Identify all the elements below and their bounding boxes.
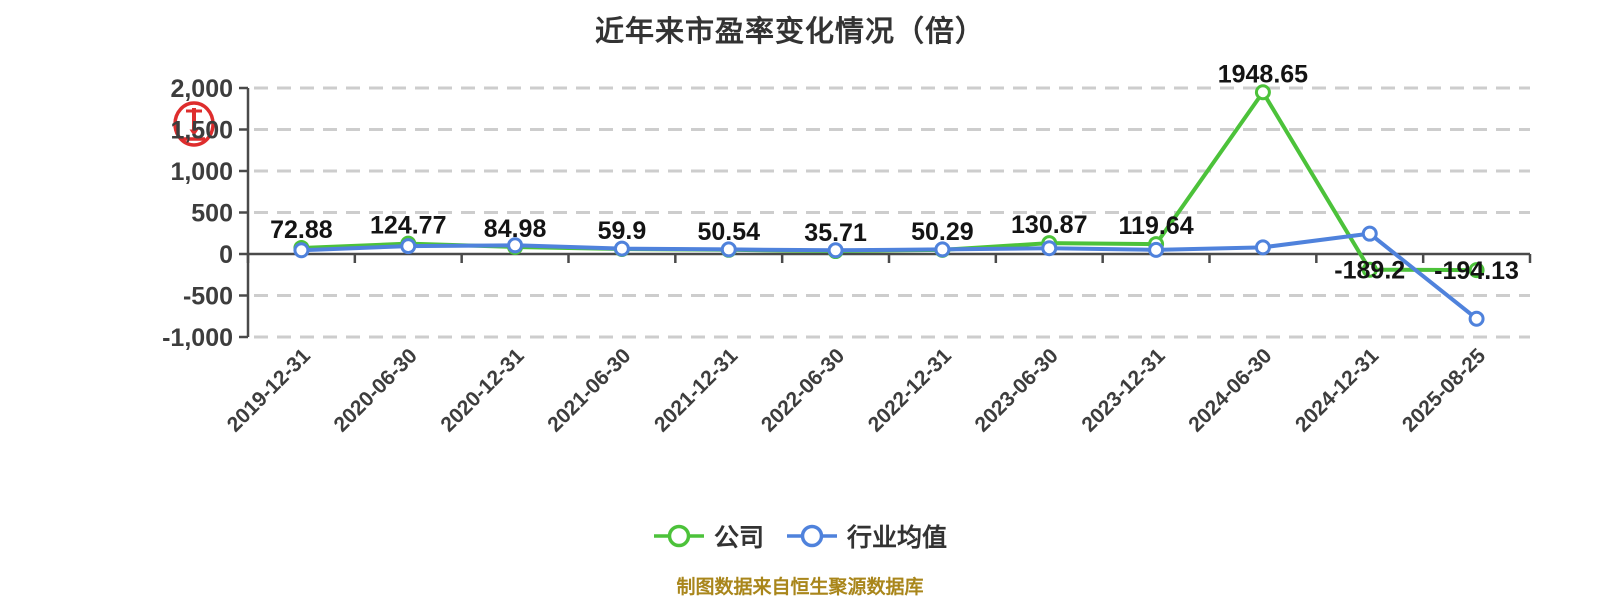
data-labels: 72.88 124.77 84.98 59.9 50.54 35.71 50.29 130.8… [270,60,1519,285]
svg-text:0: 0 [219,241,233,269]
svg-text:124.77: 124.77 [370,212,446,240]
svg-text:-194.13: -194.13 [1434,257,1519,285]
data-point[interactable] [1468,310,1485,327]
red-stamp-icon [173,101,215,147]
svg-text:2022-12-31: 2022-12-31 [864,344,956,436]
x-axis-labels: 2019-12-31 2020-06-30 2020-12-31 2021-06-30… [223,344,1491,436]
svg-text:1948.65: 1948.65 [1218,60,1308,88]
svg-text:2019-12-31: 2019-12-31 [223,344,315,436]
svg-text:500: 500 [191,200,233,228]
svg-text:-500: -500 [183,283,233,311]
svg-text:1,000: 1,000 [170,158,233,186]
svg-text:1,500: 1,500 [170,117,233,145]
svg-text:84.98: 84.98 [484,215,547,243]
svg-text:2021-06-30: 2021-06-30 [543,344,635,436]
legend-item-company[interactable]: 公司 [653,518,764,554]
svg-text:2021-12-31: 2021-12-31 [650,344,742,436]
legend-label-industry-average: 行业均值 [847,524,948,552]
svg-text:2,000: 2,000 [170,75,233,103]
data-point[interactable] [1361,225,1378,242]
svg-text:2023-12-31: 2023-12-31 [1077,344,1169,436]
industry-line-marker-icon [787,524,837,548]
industry-average-series [293,225,1485,327]
svg-text:2020-06-30: 2020-06-30 [330,344,422,436]
svg-text:35.71: 35.71 [804,219,867,247]
svg-text:-1,000: -1,000 [162,324,233,352]
data-point[interactable] [293,242,310,259]
y-axis-labels: 2,000 1,500 1,000 500 0 -500 -1,000 [162,75,233,352]
data-point[interactable] [400,238,417,255]
data-point[interactable] [827,242,844,259]
svg-text:2022-06-30: 2022-06-30 [757,344,849,436]
svg-text:-189.2: -189.2 [1334,257,1405,285]
data-point[interactable] [507,237,524,254]
data-point[interactable] [1254,239,1271,256]
data-point[interactable] [1148,241,1165,258]
svg-text:50.29: 50.29 [911,218,974,246]
svg-text:2025-08-25: 2025-08-25 [1398,344,1490,436]
data-point[interactable] [934,241,951,258]
svg-text:130.87: 130.87 [1011,211,1087,239]
svg-text:119.64: 119.64 [1119,212,1194,240]
data-point[interactable] [1468,262,1485,279]
svg-text:59.9: 59.9 [598,217,647,245]
svg-text:2024-12-31: 2024-12-31 [1291,344,1383,436]
data-point[interactable] [720,241,737,258]
chart-legend: 公司 行业均值 [0,518,1600,554]
svg-text:72.88: 72.88 [270,216,333,244]
legend-item-industry-average[interactable]: 行业均值 [786,518,947,554]
company-line-marker-icon [653,524,704,548]
svg-text:2023-06-30: 2023-06-30 [971,344,1063,436]
legend-label-company: 公司 [713,524,764,552]
data-point[interactable] [613,240,630,257]
axes [239,86,1532,339]
chart-title: 近年来市盈率变化情况（倍） [594,16,985,48]
data-point[interactable] [1361,261,1378,278]
gridlines [254,86,1530,339]
data-source-note: 制图数据来自恒生聚源数据库 [676,577,924,598]
svg-text:2024-06-30: 2024-06-30 [1184,344,1276,436]
svg-text:2020-12-31: 2020-12-31 [436,344,528,436]
data-point[interactable] [1041,240,1058,257]
data-point[interactable] [1254,84,1271,101]
svg-text:50.54: 50.54 [697,218,760,246]
